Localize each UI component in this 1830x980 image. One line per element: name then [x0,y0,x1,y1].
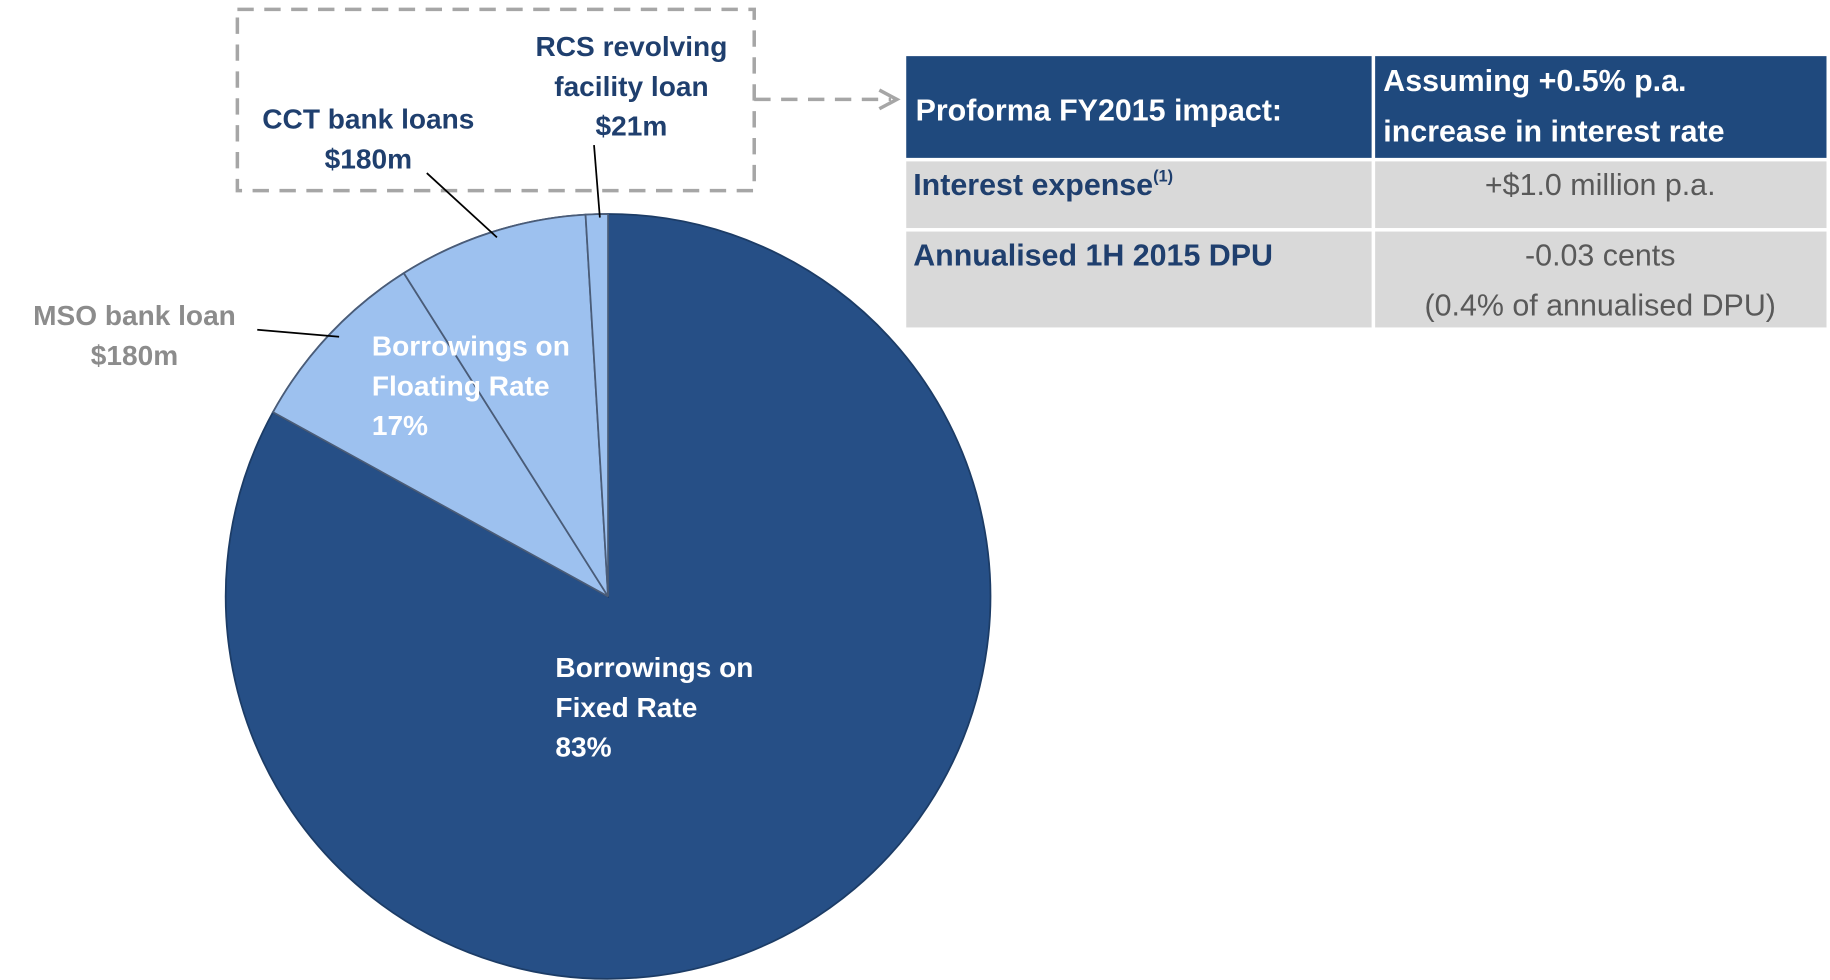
leader-line [257,328,340,338]
cell-text: +$1.0 million p.a. [1485,168,1716,202]
breakdown-label: MSO bank loan $180m [6,297,263,377]
leader-line [426,172,498,239]
arrow-head [878,88,901,111]
cell [1375,161,1827,229]
row-label: Annualised 1H 2015 DPU [913,238,1273,272]
cell [906,161,1372,229]
slice-label-text: Borrowings on Floating Rate [371,330,570,403]
breakdown-label-text: $180m [324,143,413,176]
row-label: Interest expense(1) [913,168,1173,202]
breakdown-label-text: RCS revolving facility loan [535,31,728,103]
slice-label-text: 83% [555,732,612,764]
breakdown-label-text: $21m [595,111,668,143]
breakdown-label: RCS revolving facility loan $21m [503,28,760,147]
cell [1375,231,1827,328]
header-cell [1375,56,1827,158]
pie-sub-slice [271,271,609,598]
breakdown-label-text: $180m [90,340,179,372]
breakdown-label: CCT bank loans $180m [234,101,503,181]
slice-label: Borrowings on Floating Rate 17% [372,327,606,446]
cell-text: -0.03 cents [1525,238,1675,272]
slice-label: Borrowings on Fixed Rate 83% [555,649,812,768]
slice-label: Borrowings on Fixed Rate 83% [555,649,812,768]
cell-text: Proforma FY2015 impact: [916,93,1282,127]
slice-label-text: 17% [371,410,429,443]
pie-sub-slice [584,213,609,597]
leader-line [593,144,601,218]
slice-label: Borrowings on Floating Rate 17% [372,327,606,446]
breakdown-label-text: MSO bank loan [33,300,236,333]
breakdown-label-text: CCT bank loans [262,104,475,136]
row-label-text: Interest expense [913,168,1153,202]
slice-label-text: Borrowings on Fixed Rate [555,652,754,724]
footnote-marker: (1) [1153,168,1173,186]
breakdown-label: RCS revolving facility loan $21m [503,28,760,147]
cell-text: increase in interest rate [1383,114,1724,148]
breakdown-label: CCT bank loans $180m [234,101,503,181]
cell-text: Assuming +0.5% p.a. [1383,64,1686,98]
breakdown-label: MSO bank loan $180m [6,297,263,377]
cell-text: (0.4% of annualised DPU) [1425,289,1776,323]
cell [906,231,1372,328]
header-cell [906,56,1372,158]
row-label-text: Annualised 1H 2015 DPU [913,238,1273,272]
